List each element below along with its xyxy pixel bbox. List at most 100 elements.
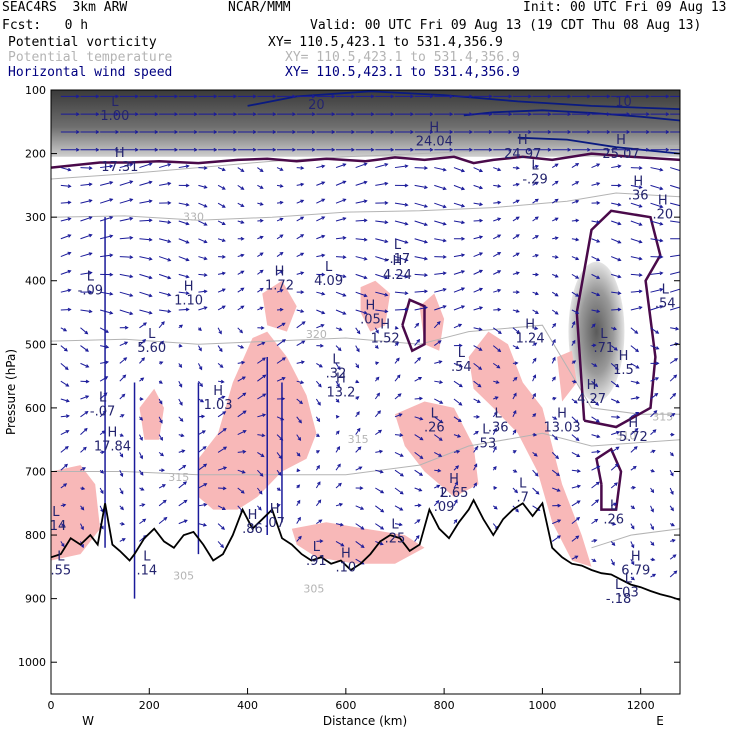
extremum-value: 24.97 — [504, 147, 541, 162]
wind-vector — [611, 291, 621, 294]
wind-vector-head — [185, 291, 190, 295]
wind-vector-head — [515, 166, 520, 170]
wind-vector-head — [435, 500, 440, 504]
extremum-value: .86 — [242, 522, 263, 537]
wind-vector-head — [429, 94, 434, 99]
wind-vector — [650, 238, 663, 242]
wind-vector — [532, 216, 539, 222]
wind-vector-head — [75, 112, 80, 117]
wind-vector-head — [632, 465, 637, 470]
wind-vector-head — [221, 526, 225, 530]
wind-vector-head — [404, 164, 409, 169]
wind-vector — [551, 309, 559, 315]
theta-label: 330 — [183, 210, 204, 223]
wind-vector-head — [67, 269, 72, 274]
wind-vector-head — [240, 186, 245, 190]
wind-vector-head — [379, 469, 384, 474]
wind-vector — [355, 200, 367, 204]
wind-vector-head — [296, 452, 301, 457]
wind-vector-head — [358, 466, 363, 470]
wind-vector-head — [203, 185, 208, 189]
wind-vector-head — [134, 147, 139, 152]
wind-vector-head — [88, 309, 93, 314]
wind-vector — [630, 397, 639, 400]
wind-vector — [414, 397, 423, 400]
wind-vector-head — [515, 234, 520, 238]
wind-vector — [276, 339, 286, 346]
wind-vector-head — [154, 112, 159, 117]
wind-vector-head — [617, 202, 622, 207]
wind-vector — [434, 360, 442, 364]
wind-vector-head — [337, 463, 341, 468]
wind-vector — [296, 361, 305, 364]
wind-vector — [670, 306, 680, 311]
wind-vector-head — [461, 270, 466, 274]
wind-vector-head — [363, 180, 368, 185]
wind-vector-head — [659, 305, 664, 309]
wind-vector — [296, 272, 304, 275]
wind-vector-head — [571, 320, 576, 325]
wind-vector — [119, 180, 133, 186]
wind-vector-head — [497, 200, 502, 205]
wind-vector-head — [122, 374, 127, 379]
wind-vector-head — [259, 168, 264, 172]
wind-vector — [571, 181, 579, 186]
wind-vector-head — [370, 112, 375, 117]
wind-vector-head — [497, 252, 502, 256]
wind-vector-head — [339, 502, 344, 507]
wind-vector — [316, 254, 325, 258]
wind-vector-head — [242, 392, 247, 397]
wind-vector — [473, 202, 483, 206]
wind-vector-head — [282, 339, 286, 343]
wind-vector — [493, 234, 501, 240]
wind-vector-head — [390, 112, 395, 117]
extremum-value: 1.10 — [174, 293, 203, 308]
wind-vector-head — [380, 508, 385, 513]
wind-vector-head — [514, 489, 519, 494]
extremum-marker: L — [615, 578, 623, 593]
wind-vector-head — [528, 147, 532, 152]
wind-vector-head — [213, 130, 218, 134]
wind-vector-head — [167, 181, 172, 186]
wind-vector — [296, 167, 304, 169]
wind-vector — [237, 469, 245, 474]
wind-speed-label: 10 — [615, 95, 632, 110]
wind-vector — [355, 523, 364, 530]
wind-vector-head — [134, 94, 139, 99]
extremum-value: 1.52 — [371, 331, 400, 346]
wind-vector-head — [461, 236, 466, 241]
wind-vector-head — [179, 324, 184, 329]
extremum-marker: L — [313, 540, 321, 555]
wind-vector-head — [259, 218, 264, 223]
extremum-marker: H — [449, 472, 459, 487]
wind-vector-head — [400, 472, 404, 477]
wind-vector — [669, 554, 677, 560]
wind-vector-head — [321, 216, 326, 220]
wind-vector-head — [221, 506, 226, 510]
wind-vector-head — [356, 348, 360, 353]
wind-vector-head — [575, 437, 580, 442]
wind-vector — [198, 273, 207, 276]
extremum-value: .03 — [618, 586, 639, 601]
wind-vector-head — [351, 147, 356, 152]
x-tick-label: 0 — [48, 699, 55, 712]
wind-vector-head — [240, 253, 245, 258]
wind-vector-head — [180, 433, 185, 438]
wind-vector — [394, 238, 408, 244]
extremum-value: 24.04 — [416, 134, 453, 149]
wind-vector-head — [613, 347, 618, 351]
extremum-marker: H — [248, 508, 258, 523]
wind-vector — [375, 523, 384, 530]
wind-vector — [394, 256, 408, 261]
wind-vector — [414, 273, 428, 276]
wind-vector — [80, 309, 92, 313]
wind-vector-head — [363, 275, 368, 280]
extremum-marker: H — [115, 146, 125, 161]
wind-vector — [434, 288, 446, 293]
wind-vector — [315, 398, 321, 406]
wind-vector-head — [418, 377, 423, 381]
wind-vector — [139, 452, 143, 459]
wind-vector — [394, 165, 408, 169]
wind-vector-head — [497, 288, 502, 293]
wind-vector — [591, 481, 600, 489]
